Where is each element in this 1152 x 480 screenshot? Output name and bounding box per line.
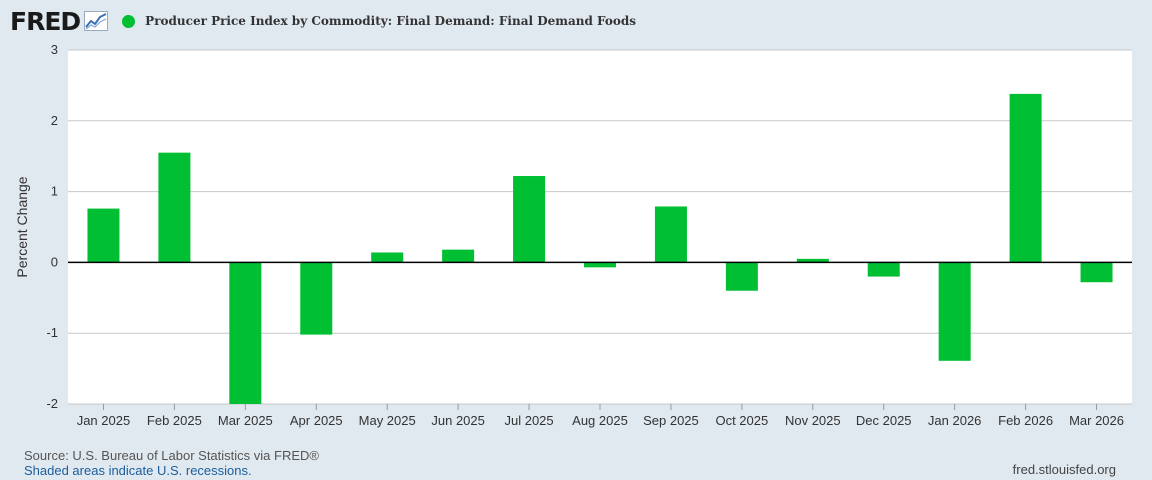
y-tick-label: 3	[51, 42, 58, 57]
bar-mar-2026	[1080, 262, 1113, 283]
bar-feb-2026	[1009, 93, 1042, 263]
y-axis-label: Percent Change	[14, 176, 30, 277]
x-tick-label: Mar 2025	[218, 413, 273, 428]
x-tick-label: May 2025	[359, 413, 416, 428]
y-tick-label: 2	[51, 113, 58, 128]
bar-dec-2025	[867, 262, 900, 277]
x-tick-label: Nov 2025	[785, 413, 841, 428]
fred-logo-graph-icon	[84, 11, 109, 31]
bar-jan-2025	[87, 208, 120, 263]
bar-oct-2025	[725, 262, 758, 291]
site-link[interactable]: fred.stlouisfed.org	[1012, 462, 1116, 477]
x-tick-label: Dec 2025	[856, 413, 912, 428]
x-tick-label: Jan 2026	[928, 413, 982, 428]
x-tick-label: Aug 2025	[572, 413, 628, 428]
chart-title: Producer Price Index by Commodity: Final…	[145, 14, 637, 28]
x-tick-label: Feb 2025	[147, 413, 202, 428]
x-tick-label: Jul 2025	[504, 413, 553, 428]
y-tick-label: 1	[51, 184, 58, 199]
fred-logo[interactable]: FRED	[10, 6, 81, 36]
bar-mar-2025	[229, 262, 262, 404]
y-tick-label: 0	[51, 254, 58, 269]
x-tick-label: Sep 2025	[643, 413, 699, 428]
bar-apr-2025	[300, 262, 333, 335]
recession-note[interactable]: Shaded areas indicate U.S. recessions.	[24, 463, 252, 478]
x-tick-label: Jan 2025	[77, 413, 131, 428]
source-note: Source: U.S. Bureau of Labor Statistics …	[24, 448, 319, 463]
plot-area	[68, 50, 1132, 404]
bar-sep-2025	[654, 206, 687, 263]
x-tick-label: Apr 2025	[290, 413, 343, 428]
bar-jan-2026	[938, 262, 971, 361]
bar-may-2025	[371, 252, 404, 263]
chart-footer: Source: U.S. Bureau of Labor Statistics …	[24, 448, 319, 478]
bar-jul-2025	[513, 176, 546, 263]
x-tick-label: Feb 2026	[998, 413, 1053, 428]
bar-jun-2025	[442, 249, 475, 263]
x-tick-label: Oct 2025	[715, 413, 768, 428]
chart-header: FRED Producer Price Index by Commodity: …	[10, 4, 636, 38]
x-tick-label: Mar 2026	[1069, 413, 1124, 428]
bar-nov-2025	[796, 258, 829, 263]
bar-aug-2025	[584, 262, 616, 268]
y-tick-label: -1	[46, 325, 58, 340]
x-tick-label: Jun 2025	[431, 413, 485, 428]
bar-feb-2025	[158, 152, 191, 263]
legend-marker	[122, 14, 136, 28]
y-tick-label: -2	[46, 396, 58, 411]
